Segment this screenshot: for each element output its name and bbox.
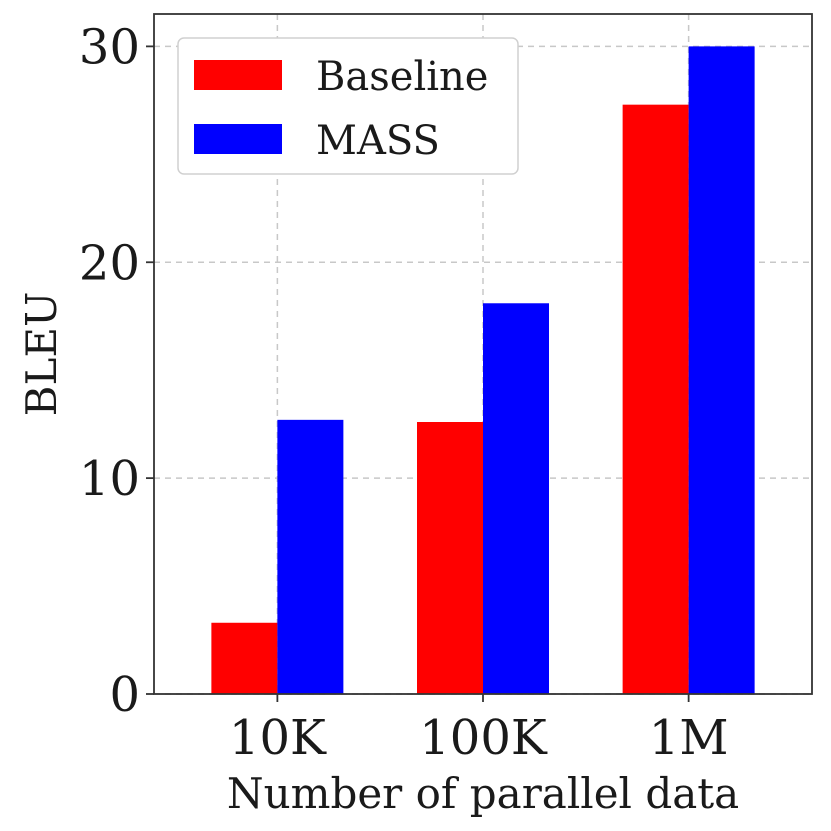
x-axis-label: Number of parallel data (227, 769, 739, 818)
legend: Baseline MASS (177, 37, 519, 175)
bar-mass-1m (688, 46, 755, 694)
x-tick-label-100k: 100K (419, 710, 548, 766)
y-axis-label: BLEU (17, 292, 66, 417)
legend-swatch-baseline (194, 60, 282, 90)
legend-swatch-mass (194, 124, 282, 154)
bar-mass-10k (277, 419, 344, 694)
bars-layer (211, 46, 755, 694)
x-tick-label-10k: 10K (229, 710, 327, 766)
x-tick-label-1m: 1M (649, 710, 729, 766)
y-tick-label: 10 (79, 451, 140, 507)
y-tick-label: 30 (79, 19, 140, 75)
bar-mass-100k (483, 303, 549, 694)
legend-label-mass: MASS (316, 118, 440, 164)
bar-baseline-10k (211, 622, 278, 694)
y-tick-label: 20 (79, 235, 140, 291)
bar-baseline-100k (417, 422, 483, 694)
legend-label-baseline: Baseline (316, 54, 488, 100)
ticks-layer: 0 10 20 30 10K 100K 1M (79, 19, 729, 766)
y-tick-label: 0 (109, 667, 140, 723)
bar-baseline-1m (622, 104, 689, 694)
